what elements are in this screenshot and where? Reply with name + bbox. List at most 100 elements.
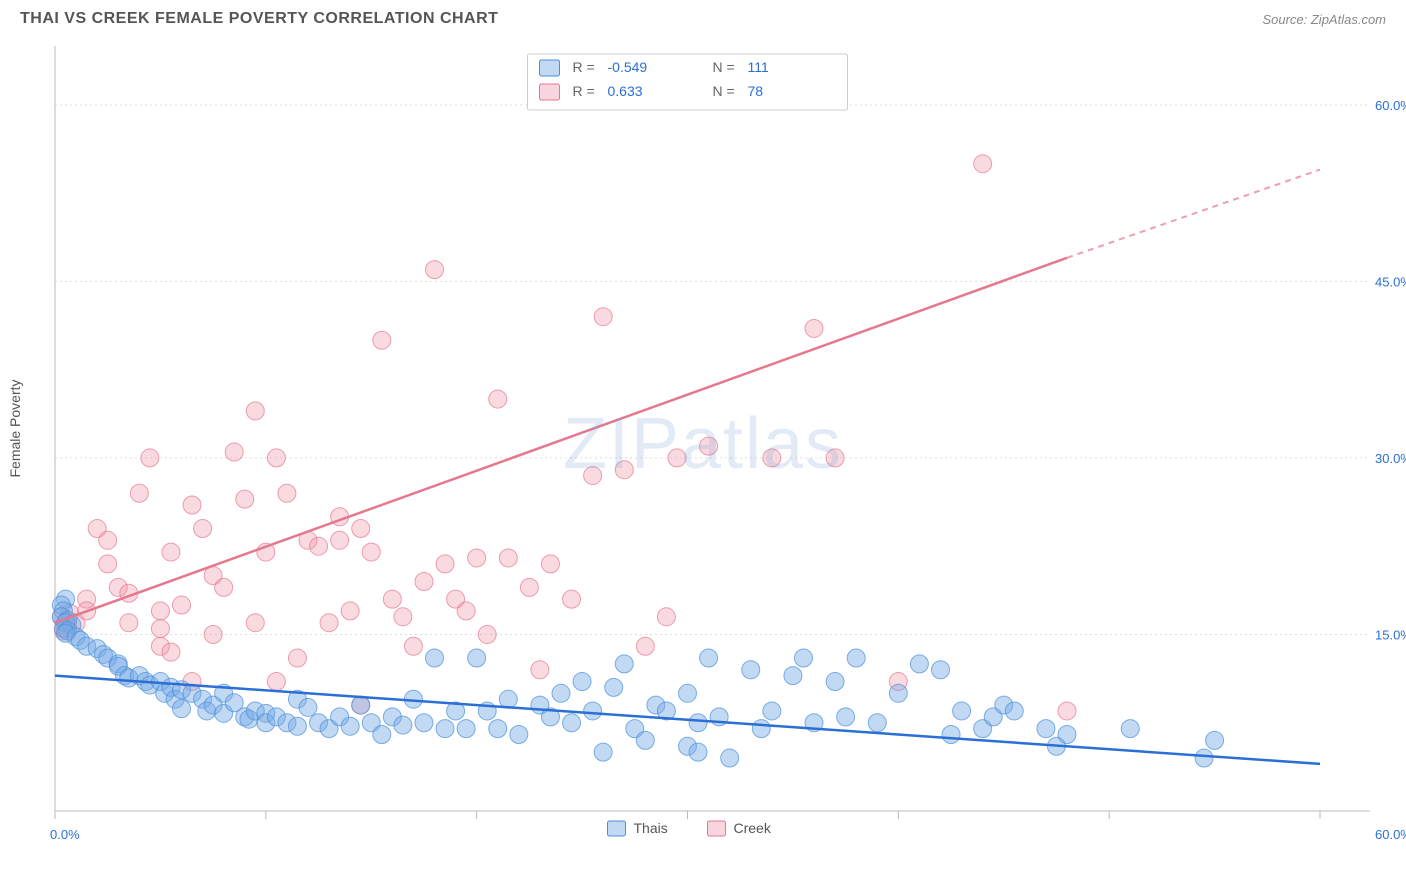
- trend-line-creek-extrapolated: [1067, 170, 1320, 258]
- y-tick-label: 45.0%: [1375, 274, 1406, 289]
- data-point: [636, 731, 654, 749]
- data-point: [183, 496, 201, 514]
- data-point: [288, 649, 306, 667]
- data-point: [868, 714, 886, 732]
- data-point: [752, 720, 770, 738]
- data-point: [700, 649, 718, 667]
- data-point: [278, 484, 296, 502]
- y-tick-label: 15.0%: [1375, 627, 1406, 642]
- data-point: [436, 720, 454, 738]
- legend-n-value: 111: [748, 59, 769, 75]
- data-point: [563, 714, 581, 732]
- data-point: [615, 461, 633, 479]
- legend-n-value: 78: [748, 83, 764, 99]
- legend-r-label: R =: [573, 59, 595, 75]
- data-point: [436, 555, 454, 573]
- x-max-label: 60.0%: [1375, 827, 1406, 842]
- data-point: [974, 155, 992, 173]
- data-point: [341, 602, 359, 620]
- data-point: [373, 331, 391, 349]
- bottom-legend-label: Thais: [634, 820, 668, 836]
- data-point: [1058, 726, 1076, 744]
- data-point: [700, 437, 718, 455]
- data-point: [594, 743, 612, 761]
- data-point: [215, 578, 233, 596]
- chart-header: THAI VS CREEK FEMALE POVERTY CORRELATION…: [0, 0, 1406, 36]
- y-axis-label: Female Poverty: [7, 379, 23, 477]
- data-point: [1195, 749, 1213, 767]
- chart-container: ZIPatlas 15.0%30.0%45.0%60.0%0.0%60.0%Fe…: [0, 36, 1406, 886]
- data-point: [236, 490, 254, 508]
- data-point: [173, 700, 191, 718]
- data-point: [541, 555, 559, 573]
- data-point: [932, 661, 950, 679]
- data-point: [352, 696, 370, 714]
- data-point: [721, 749, 739, 767]
- data-point: [468, 649, 486, 667]
- data-point: [151, 620, 169, 638]
- data-point: [615, 655, 633, 673]
- y-tick-label: 30.0%: [1375, 451, 1406, 466]
- data-point: [415, 573, 433, 591]
- data-point: [383, 590, 401, 608]
- data-point: [552, 684, 570, 702]
- data-point: [225, 443, 243, 461]
- data-point: [457, 602, 475, 620]
- data-point: [194, 520, 212, 538]
- data-point: [510, 726, 528, 744]
- data-point: [499, 549, 517, 567]
- bottom-legend-swatch: [708, 821, 726, 836]
- data-point: [246, 402, 264, 420]
- data-point: [426, 649, 444, 667]
- data-point: [657, 608, 675, 626]
- data-point: [763, 449, 781, 467]
- data-point: [605, 678, 623, 696]
- data-point: [1121, 720, 1139, 738]
- data-point: [267, 673, 285, 691]
- data-point: [341, 717, 359, 735]
- data-point: [141, 449, 159, 467]
- data-point: [689, 743, 707, 761]
- data-point: [99, 555, 117, 573]
- data-point: [373, 726, 391, 744]
- data-point: [742, 661, 760, 679]
- data-point: [426, 261, 444, 279]
- data-point: [584, 702, 602, 720]
- data-point: [99, 531, 117, 549]
- data-point: [162, 643, 180, 661]
- data-point: [594, 308, 612, 326]
- data-point: [826, 673, 844, 691]
- scatter-chart: 15.0%30.0%45.0%60.0%0.0%60.0%Female Pove…: [0, 36, 1406, 886]
- bottom-legend-label: Creek: [734, 820, 772, 836]
- data-point: [953, 702, 971, 720]
- data-point: [288, 717, 306, 735]
- data-point: [1058, 702, 1076, 720]
- chart-title: THAI VS CREEK FEMALE POVERTY CORRELATION…: [20, 10, 498, 28]
- data-point: [847, 649, 865, 667]
- data-point: [794, 649, 812, 667]
- legend-swatch: [540, 60, 560, 76]
- data-point: [267, 449, 285, 467]
- data-point: [331, 531, 349, 549]
- data-point: [404, 637, 422, 655]
- data-point: [204, 625, 222, 643]
- legend-n-label: N =: [713, 59, 735, 75]
- data-point: [1005, 702, 1023, 720]
- y-tick-label: 60.0%: [1375, 98, 1406, 113]
- legend-r-value: 0.633: [608, 83, 643, 99]
- data-point: [520, 578, 538, 596]
- data-point: [130, 484, 148, 502]
- data-point: [563, 590, 581, 608]
- legend-n-label: N =: [713, 83, 735, 99]
- data-point: [246, 614, 264, 632]
- data-point: [1037, 720, 1055, 738]
- data-point: [362, 543, 380, 561]
- data-point: [942, 726, 960, 744]
- data-point: [668, 449, 686, 467]
- data-point: [531, 661, 549, 679]
- data-point: [394, 608, 412, 626]
- data-point: [457, 720, 475, 738]
- data-point: [489, 390, 507, 408]
- data-point: [468, 549, 486, 567]
- data-point: [352, 520, 370, 538]
